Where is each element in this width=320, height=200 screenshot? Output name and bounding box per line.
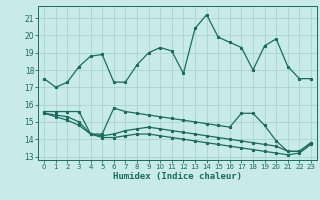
- X-axis label: Humidex (Indice chaleur): Humidex (Indice chaleur): [113, 172, 242, 181]
